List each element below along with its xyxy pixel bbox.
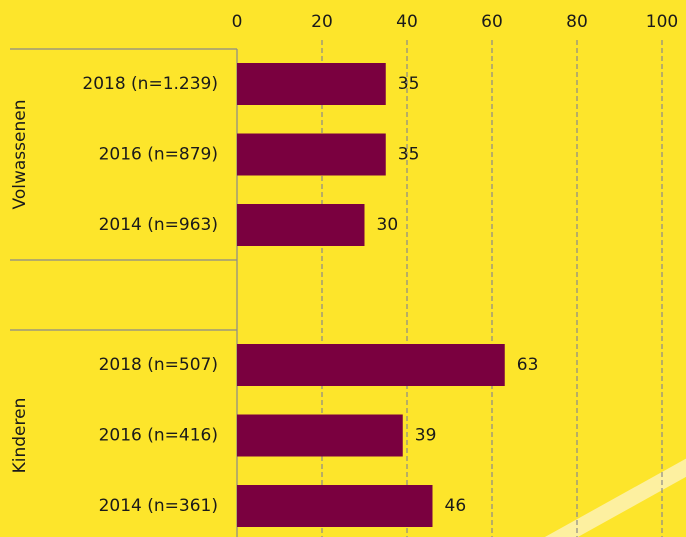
y-tick-label: 2014 (n=963) xyxy=(99,215,218,235)
y-tick-label: 2016 (n=416) xyxy=(99,426,218,446)
y-tick-label: 2018 (n=1.239) xyxy=(82,74,218,94)
y-tick-label: 2014 (n=361) xyxy=(99,496,218,516)
bar xyxy=(237,63,386,105)
data-label: 39 xyxy=(415,426,437,446)
bar xyxy=(237,414,403,457)
data-label: 63 xyxy=(517,355,539,375)
x-tick-label: 0 xyxy=(232,12,243,32)
bar xyxy=(237,485,433,527)
y-tick-label: 2018 (n=507) xyxy=(99,355,218,375)
bar xyxy=(237,344,505,386)
group-label: Volwassenen xyxy=(10,100,30,210)
x-tick-label: 20 xyxy=(311,12,333,32)
x-tick-label: 80 xyxy=(566,12,588,32)
data-label: 30 xyxy=(377,215,399,235)
bar xyxy=(237,204,365,246)
x-tick-label: 100 xyxy=(646,12,678,32)
x-tick-label: 60 xyxy=(481,12,503,32)
group-label: Kinderen xyxy=(10,398,30,474)
data-label: 46 xyxy=(445,496,467,516)
decoration xyxy=(544,458,686,537)
x-tick-label: 40 xyxy=(396,12,418,32)
bar xyxy=(237,133,386,176)
data-label: 35 xyxy=(398,145,420,165)
data-label: 35 xyxy=(398,74,420,94)
y-tick-label: 2016 (n=879) xyxy=(99,145,218,165)
